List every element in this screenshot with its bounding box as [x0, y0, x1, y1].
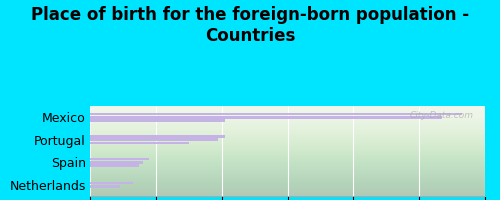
Bar: [90, 185, 120, 188]
Bar: [90, 158, 149, 160]
Bar: [90, 119, 225, 122]
Bar: [90, 113, 462, 115]
Bar: [90, 135, 225, 138]
Bar: [90, 116, 442, 119]
Bar: [90, 161, 142, 164]
Bar: [90, 138, 218, 141]
Bar: [90, 182, 133, 184]
Text: City-Data.com: City-Data.com: [409, 110, 473, 119]
Text: Place of birth for the foreign-born population -
Countries: Place of birth for the foreign-born popu…: [31, 6, 469, 45]
Bar: [90, 142, 189, 144]
Bar: [90, 164, 140, 167]
